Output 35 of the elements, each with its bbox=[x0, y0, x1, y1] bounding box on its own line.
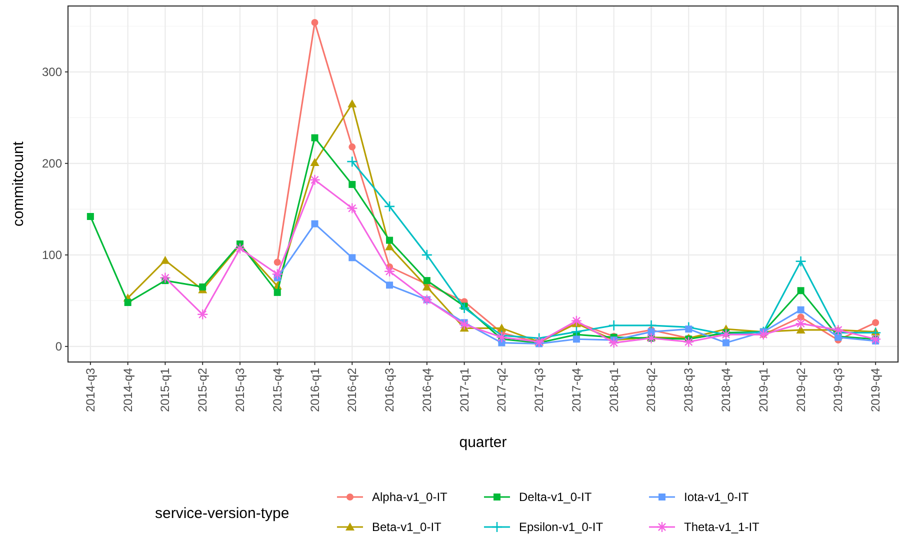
legend-label: Alpha-v1_0-IT bbox=[372, 490, 448, 504]
x-tick-label: 2015-q4 bbox=[270, 368, 284, 412]
x-tick-label: 2014-q4 bbox=[120, 368, 135, 412]
x-tick-label: 2018-q2 bbox=[644, 368, 658, 412]
legend-label: Beta-v1_0-IT bbox=[372, 520, 442, 534]
legend-label: Iota-v1_0-IT bbox=[684, 490, 750, 504]
x-tick-label: 2019-q2 bbox=[794, 368, 808, 412]
x-tick-label: 2019-q3 bbox=[831, 368, 846, 412]
x-tick-label: 2018-q1 bbox=[606, 368, 621, 412]
x-tick-label: 2019-q1 bbox=[756, 368, 770, 412]
y-tick-label: 300 bbox=[42, 65, 62, 80]
x-tick-label: 2016-q3 bbox=[382, 368, 397, 412]
y-tick-label: 200 bbox=[42, 156, 62, 171]
legend-label: Theta-v1_1-IT bbox=[684, 520, 760, 534]
x-tick-label: 2016-q2 bbox=[345, 368, 360, 412]
x-tick-label: 2017-q4 bbox=[569, 368, 584, 412]
x-tick-label: 2016-q4 bbox=[420, 368, 434, 412]
x-tick-label: 2017-q2 bbox=[494, 368, 509, 412]
x-tick-label: 2015-q2 bbox=[196, 368, 210, 412]
x-tick-label: 2019-q4 bbox=[868, 368, 883, 412]
x-tick-label: 2018-q4 bbox=[719, 368, 734, 412]
x-tick-label: 2014-q3 bbox=[83, 368, 98, 412]
x-tick-label: 2017-q1 bbox=[457, 368, 472, 412]
y-axis-title: commitcount bbox=[10, 140, 27, 227]
y-tick-label: 0 bbox=[55, 340, 62, 354]
x-tick-label: 2016-q1 bbox=[308, 368, 322, 412]
x-tick-label: 2018-q3 bbox=[682, 368, 696, 412]
x-axis-title: quarter bbox=[459, 434, 507, 451]
legend-title: service-version-type bbox=[155, 505, 290, 522]
legend-label: Delta-v1_0-IT bbox=[519, 490, 592, 504]
y-tick-label: 100 bbox=[42, 248, 62, 262]
x-tick-label: 2015-q1 bbox=[158, 368, 172, 412]
x-tick-label: 2017-q3 bbox=[532, 368, 546, 412]
x-tick-label: 2015-q3 bbox=[232, 368, 247, 412]
legend-label: Epsilon-v1_0-IT bbox=[519, 520, 604, 534]
